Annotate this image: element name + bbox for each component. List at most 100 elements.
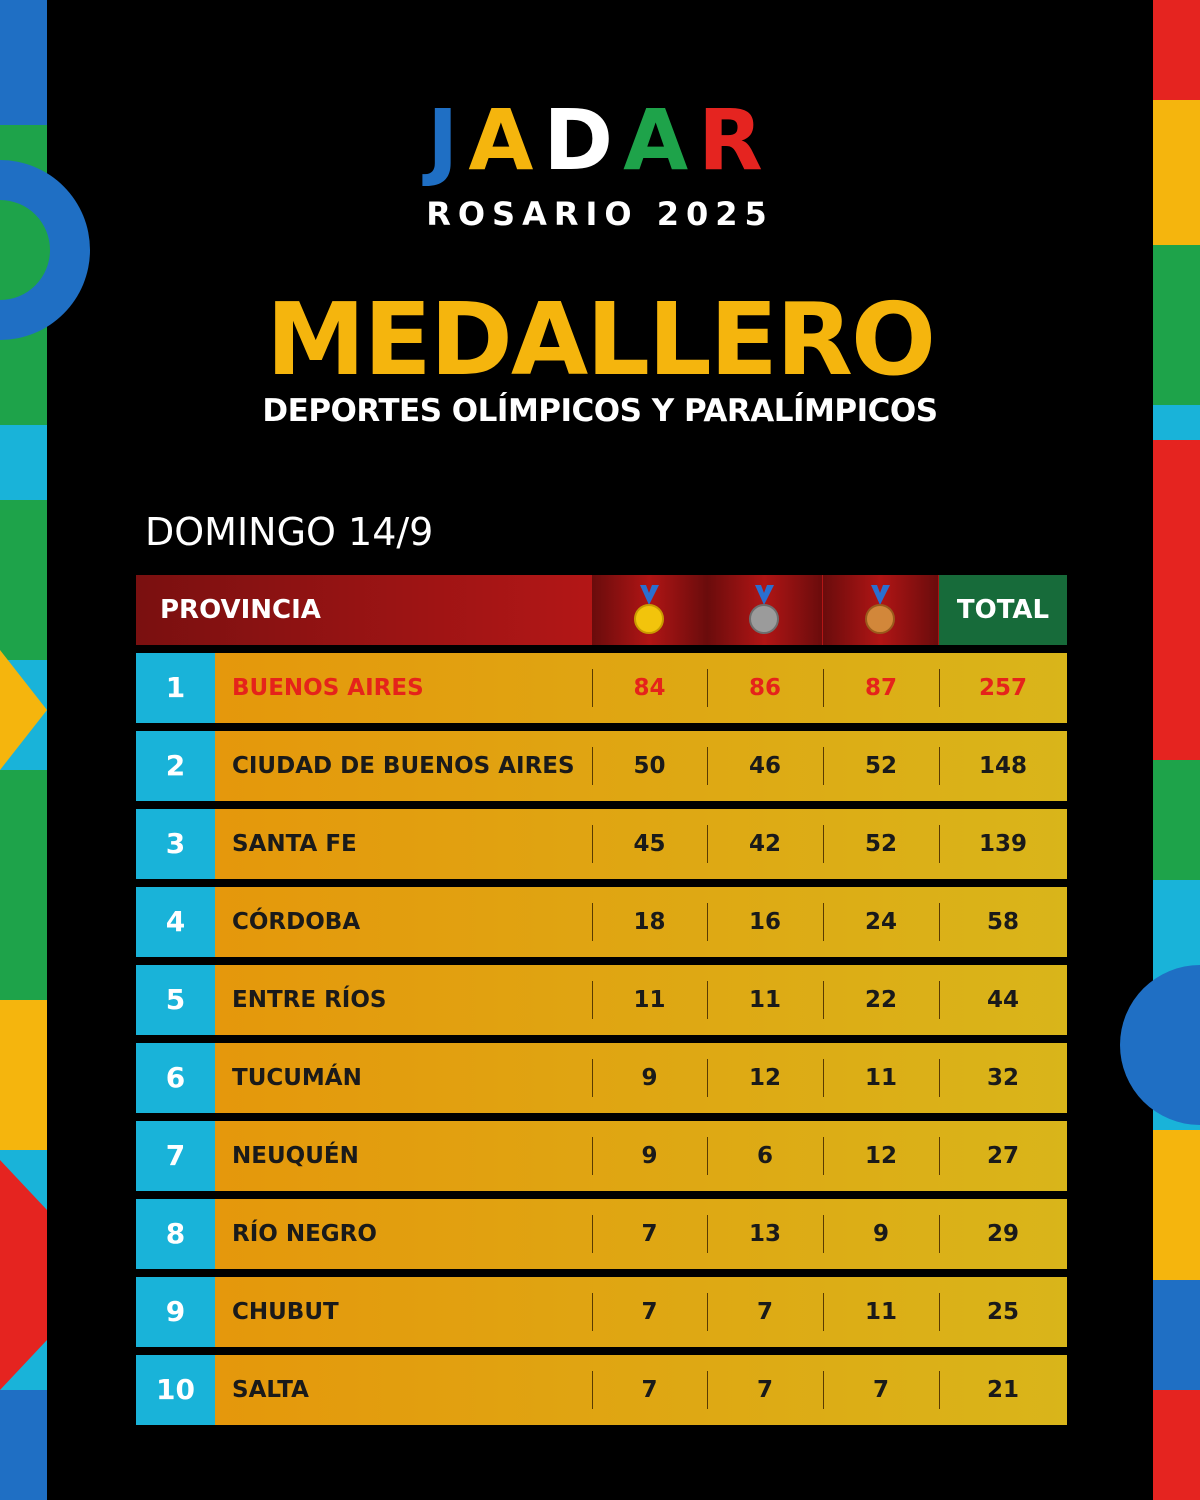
- table-header: PROVINCIA TOTAL: [136, 575, 1067, 645]
- separator: [707, 1371, 708, 1409]
- separator: [823, 669, 824, 707]
- bronze-count: 52: [864, 753, 897, 779]
- bronze-count: 11: [864, 1065, 897, 1091]
- province: NEUQUÉN: [232, 1143, 359, 1169]
- silver-count: 86: [748, 675, 781, 701]
- separator: [707, 1137, 708, 1175]
- separator: [939, 669, 940, 707]
- separator: [592, 1215, 593, 1253]
- silver-count: 11: [748, 987, 781, 1013]
- separator: [939, 1293, 940, 1331]
- table-row: 5 ENTRE RÍOS 11 11 22 44: [136, 965, 1067, 1035]
- table-row: 2 CIUDAD DE BUENOS AIRES 50 46 52 148: [136, 731, 1067, 801]
- separator: [707, 981, 708, 1019]
- separator: [707, 1293, 708, 1331]
- logo-subtitle: ROSARIO 2025: [426, 195, 774, 233]
- separator: [823, 1059, 824, 1097]
- province: ENTRE RÍOS: [232, 987, 387, 1013]
- table-row: 8 RÍO NEGRO 7 13 9 29: [136, 1199, 1067, 1269]
- bronze-count: 52: [864, 831, 897, 857]
- rank: 4: [136, 887, 215, 957]
- logo-letter: J: [427, 91, 469, 189]
- province: CHUBUT: [232, 1299, 339, 1325]
- header-province: PROVINCIA: [160, 595, 321, 625]
- logo: JADAR: [0, 95, 1200, 185]
- gold-count: 50: [633, 753, 666, 779]
- rank: 8: [136, 1199, 215, 1269]
- gold-count: 7: [641, 1377, 658, 1403]
- logo-letter: A: [468, 91, 544, 189]
- table-row: 7 NEUQUÉN 9 6 12 27: [136, 1121, 1067, 1191]
- province: CIUDAD DE BUENOS AIRES: [232, 753, 575, 779]
- separator: [939, 1137, 940, 1175]
- header-silver: [707, 575, 822, 645]
- gold-count: 7: [641, 1299, 658, 1325]
- header-bronze: [823, 575, 938, 645]
- rank: 2: [136, 731, 215, 801]
- separator: [939, 747, 940, 785]
- separator: [592, 981, 593, 1019]
- silver-count: 13: [748, 1221, 781, 1247]
- rank: 5: [136, 965, 215, 1035]
- province: BUENOS AIRES: [232, 675, 424, 701]
- table-row: 6 TUCUMÁN 9 12 11 32: [136, 1043, 1067, 1113]
- table-row: 9 CHUBUT 7 7 11 25: [136, 1277, 1067, 1347]
- separator: [707, 747, 708, 785]
- gold-count: 7: [641, 1221, 658, 1247]
- separator: [823, 1293, 824, 1331]
- separator: [707, 825, 708, 863]
- gold-count: 45: [633, 831, 666, 857]
- separator: [939, 981, 940, 1019]
- province: SANTA FE: [232, 831, 357, 857]
- bronze-count: 22: [864, 987, 897, 1013]
- total-count: 257: [978, 675, 1027, 701]
- table-row: 3 SANTA FE 45 42 52 139: [136, 809, 1067, 879]
- separator: [939, 1059, 940, 1097]
- total-count: 139: [978, 831, 1027, 857]
- separator: [592, 1371, 593, 1409]
- separator: [592, 1293, 593, 1331]
- separator: [823, 747, 824, 785]
- separator: [823, 903, 824, 941]
- logo-letter: R: [698, 91, 773, 189]
- rank: 3: [136, 809, 215, 879]
- rank: 6: [136, 1043, 215, 1113]
- silver-count: 7: [756, 1299, 773, 1325]
- header-total: TOTAL: [939, 575, 1067, 645]
- bronze-count: 9: [872, 1221, 889, 1247]
- total-count: 27: [986, 1143, 1019, 1169]
- separator: [707, 669, 708, 707]
- rank: 1: [136, 653, 215, 723]
- separator: [592, 825, 593, 863]
- separator: [823, 825, 824, 863]
- rank: 9: [136, 1277, 215, 1347]
- subtitle: DEPORTES OLÍMPICOS Y PARALÍMPICOS: [262, 393, 938, 429]
- separator: [823, 1137, 824, 1175]
- logo-letter: D: [543, 91, 624, 189]
- rank: 10: [136, 1355, 215, 1425]
- silver-count: 16: [748, 909, 781, 935]
- separator: [592, 1059, 593, 1097]
- separator: [592, 669, 593, 707]
- total-count: 32: [986, 1065, 1019, 1091]
- separator: [707, 1215, 708, 1253]
- separator: [939, 903, 940, 941]
- province: CÓRDOBA: [232, 909, 361, 935]
- province: SALTA: [232, 1377, 309, 1403]
- silver-count: 46: [748, 753, 781, 779]
- gold-count: 11: [633, 987, 666, 1013]
- separator: [823, 1371, 824, 1409]
- separator: [592, 903, 593, 941]
- table-row: 1 BUENOS AIRES 84 86 87 257: [136, 653, 1067, 723]
- bronze-count: 24: [864, 909, 897, 935]
- separator: [707, 1059, 708, 1097]
- bronze-count: 11: [864, 1299, 897, 1325]
- total-count: 21: [986, 1377, 1019, 1403]
- date: DOMINGO 14/9: [145, 510, 434, 554]
- header-gold: [592, 575, 707, 645]
- separator: [592, 747, 593, 785]
- table-row: 4 CÓRDOBA 18 16 24 58: [136, 887, 1067, 957]
- province: TUCUMÁN: [232, 1065, 362, 1091]
